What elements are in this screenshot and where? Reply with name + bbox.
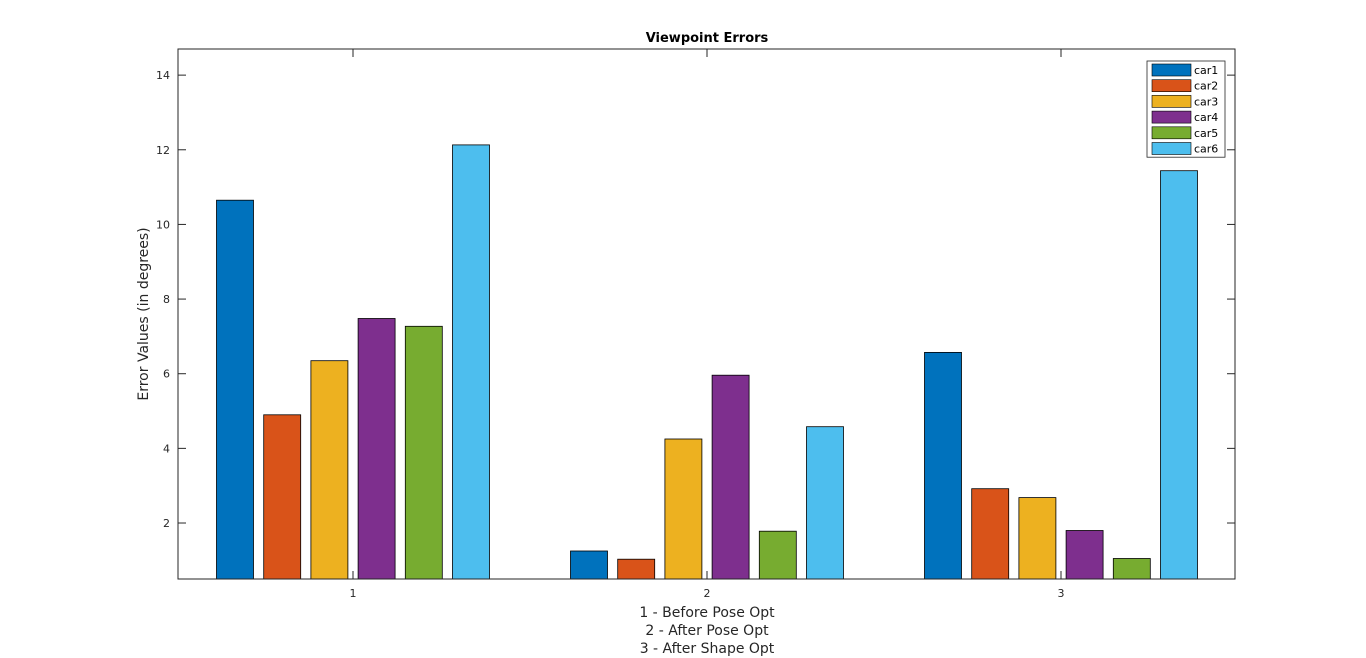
y-tick-label: 14 (156, 69, 170, 82)
bar-car6-2 (806, 426, 844, 580)
y-tick-label: 2 (163, 517, 170, 530)
bar-car2-1 (263, 414, 302, 580)
legend-box (1146, 60, 1226, 158)
legend-swatch-car6 (1151, 142, 1192, 155)
bar-car2-3 (971, 488, 1010, 580)
bar-car5-2 (758, 530, 797, 580)
y-tick-label: 6 (163, 368, 170, 381)
legend-swatch-car5 (1151, 126, 1192, 140)
y-tick-label: 4 (163, 442, 170, 455)
chart-title: Viewpoint Errors (646, 31, 769, 46)
bars-group (216, 144, 1198, 580)
x-tick-label: 2 (704, 587, 711, 600)
bar-car5-1 (404, 325, 443, 580)
x-axis: 1 2 3 (350, 49, 1065, 600)
bar-car1-2 (570, 550, 608, 580)
bar-car4-1 (357, 318, 396, 580)
bar-car6-1 (452, 144, 490, 580)
legend-label-car3: car3 (1194, 95, 1218, 108)
bar-car6-3 (1160, 170, 1198, 580)
bar-car5-3 (1112, 558, 1151, 580)
x-axis-label-line-3: 3 - After Shape Opt (640, 641, 775, 657)
bar-car3-3 (1018, 497, 1057, 580)
y-tick-label: 8 (163, 293, 170, 306)
x-axis-label-line-2: 2 - After Pose Opt (645, 623, 769, 639)
y-axis: 2 4 6 8 10 12 14 (156, 69, 1235, 530)
legend-swatch-car2 (1151, 79, 1192, 92)
bar-car4-3 (1065, 530, 1104, 580)
x-axis-label-line-1: 1 - Before Pose Opt (639, 605, 775, 621)
legend-label-car1: car1 (1194, 64, 1218, 77)
y-axis-label: Error Values (in degrees) (136, 227, 152, 400)
legend-label-car6: car6 (1194, 143, 1218, 156)
legend-swatch-car1 (1151, 63, 1192, 77)
x-tick-label: 1 (350, 587, 357, 600)
legend-swatch-car4 (1151, 110, 1192, 124)
bar-car3-1 (310, 360, 349, 580)
bar-car4-2 (711, 374, 750, 580)
legend-label-car5: car5 (1194, 127, 1218, 140)
bar-car3-2 (664, 438, 703, 580)
legend: car1 car2 car3 car4 car5 car6 (1146, 60, 1226, 158)
y-tick-label: 10 (156, 218, 170, 231)
legend-label-car2: car2 (1194, 80, 1218, 93)
y-tick-label: 12 (156, 144, 170, 157)
bar-car1-1 (216, 199, 254, 580)
bar-car1-3 (924, 351, 962, 580)
legend-swatch-car3 (1151, 95, 1192, 108)
legend-label-car4: car4 (1194, 111, 1218, 124)
x-tick-label: 3 (1058, 587, 1065, 600)
bar-car2-2 (617, 558, 656, 580)
